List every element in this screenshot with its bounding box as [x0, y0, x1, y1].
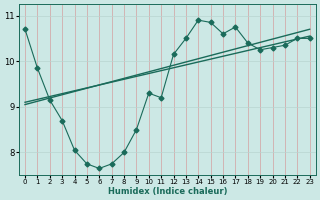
- X-axis label: Humidex (Indice chaleur): Humidex (Indice chaleur): [108, 187, 227, 196]
